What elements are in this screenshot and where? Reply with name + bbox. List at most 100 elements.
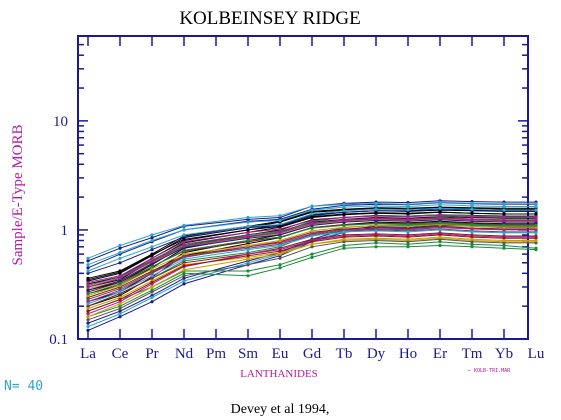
x-tick-label-pm: Pm <box>206 346 226 362</box>
data-point <box>86 302 90 306</box>
data-point <box>406 242 410 246</box>
data-point <box>182 235 186 239</box>
data-point <box>342 223 346 227</box>
series-34 <box>86 228 538 306</box>
data-point <box>150 253 154 257</box>
data-point <box>438 200 442 204</box>
data-point <box>374 245 378 249</box>
data-point <box>406 215 410 219</box>
data-point <box>310 204 314 208</box>
data-point <box>310 240 314 244</box>
data-point <box>502 231 506 235</box>
data-point <box>278 256 282 260</box>
data-point <box>470 204 474 208</box>
data-point <box>86 325 90 329</box>
data-point <box>374 204 378 208</box>
data-point <box>310 255 314 259</box>
data-point <box>438 237 442 241</box>
data-point <box>502 241 506 245</box>
data-point <box>246 234 250 239</box>
data-point <box>118 282 122 286</box>
series-27 <box>86 213 538 284</box>
data-point <box>502 202 506 206</box>
series-line <box>87 229 536 305</box>
series-18 <box>86 240 538 313</box>
x-axis-ticks: La Ce Pr Nd Pm Sm Eu Gd Tb Dy Ho Er Tm Yb Lu <box>80 36 545 362</box>
y-tick-label: 10 <box>53 114 68 130</box>
y-axis-ticks: 0.1 1 10 <box>49 35 528 348</box>
chart-title: KOLBEINSEY RIDGE <box>179 8 360 29</box>
data-point <box>150 248 154 252</box>
data-point <box>342 243 346 248</box>
data-point <box>470 207 474 211</box>
data-point <box>246 228 250 232</box>
data-point <box>86 285 90 289</box>
data-point <box>310 252 314 256</box>
series-line <box>87 225 536 298</box>
data-point <box>86 266 90 270</box>
data-point <box>534 202 538 206</box>
series-line <box>87 224 536 297</box>
series-line <box>87 228 536 300</box>
data-point <box>150 276 154 280</box>
data-point <box>310 229 314 233</box>
x-tick-label-ce: Ce <box>112 346 129 362</box>
data-point <box>246 263 250 267</box>
data-point <box>86 288 90 292</box>
data-point <box>86 312 90 316</box>
data-point <box>342 240 346 244</box>
data-point <box>438 206 442 210</box>
series-line <box>87 236 536 318</box>
data-point <box>470 240 474 244</box>
data-point <box>502 223 506 227</box>
data-point <box>534 241 538 245</box>
data-point <box>534 248 538 252</box>
data-point <box>470 201 474 205</box>
series-19 <box>86 243 538 319</box>
data-point <box>182 248 186 252</box>
data-point <box>118 251 122 255</box>
series-line <box>87 222 536 295</box>
series-line <box>87 234 536 312</box>
data-point <box>278 238 282 243</box>
data-point <box>438 233 442 237</box>
data-point <box>406 211 410 215</box>
data-point <box>182 274 186 278</box>
data-point <box>438 235 442 239</box>
series-39 <box>86 216 538 289</box>
series-38 <box>86 233 538 313</box>
data-point <box>342 246 346 250</box>
data-point <box>406 218 410 222</box>
data-point <box>502 238 506 243</box>
data-point <box>118 297 122 302</box>
data-point <box>534 208 538 212</box>
data-point <box>406 237 410 241</box>
data-point <box>470 245 474 249</box>
data-point <box>534 212 538 216</box>
series-line <box>87 219 536 291</box>
data-point <box>502 215 506 220</box>
data-point <box>534 231 538 235</box>
data-point <box>182 228 186 232</box>
data-point <box>470 235 474 239</box>
data-point <box>118 307 122 311</box>
data-point <box>438 210 442 214</box>
data-point <box>534 236 538 240</box>
data-point <box>150 265 154 269</box>
data-point <box>534 204 538 209</box>
data-point <box>374 241 378 245</box>
data-point <box>246 224 250 228</box>
data-point <box>374 217 378 221</box>
data-point <box>310 215 314 219</box>
data-point <box>374 211 378 215</box>
data-point <box>182 255 186 259</box>
data-point <box>310 208 314 212</box>
data-point <box>150 238 154 243</box>
data-point <box>406 230 410 234</box>
data-point <box>470 223 474 227</box>
data-point <box>502 246 506 250</box>
x-axis-label: LANTHANIDES <box>240 368 318 380</box>
data-point <box>438 228 442 232</box>
x-tick-label-lu: Lu <box>528 346 545 362</box>
